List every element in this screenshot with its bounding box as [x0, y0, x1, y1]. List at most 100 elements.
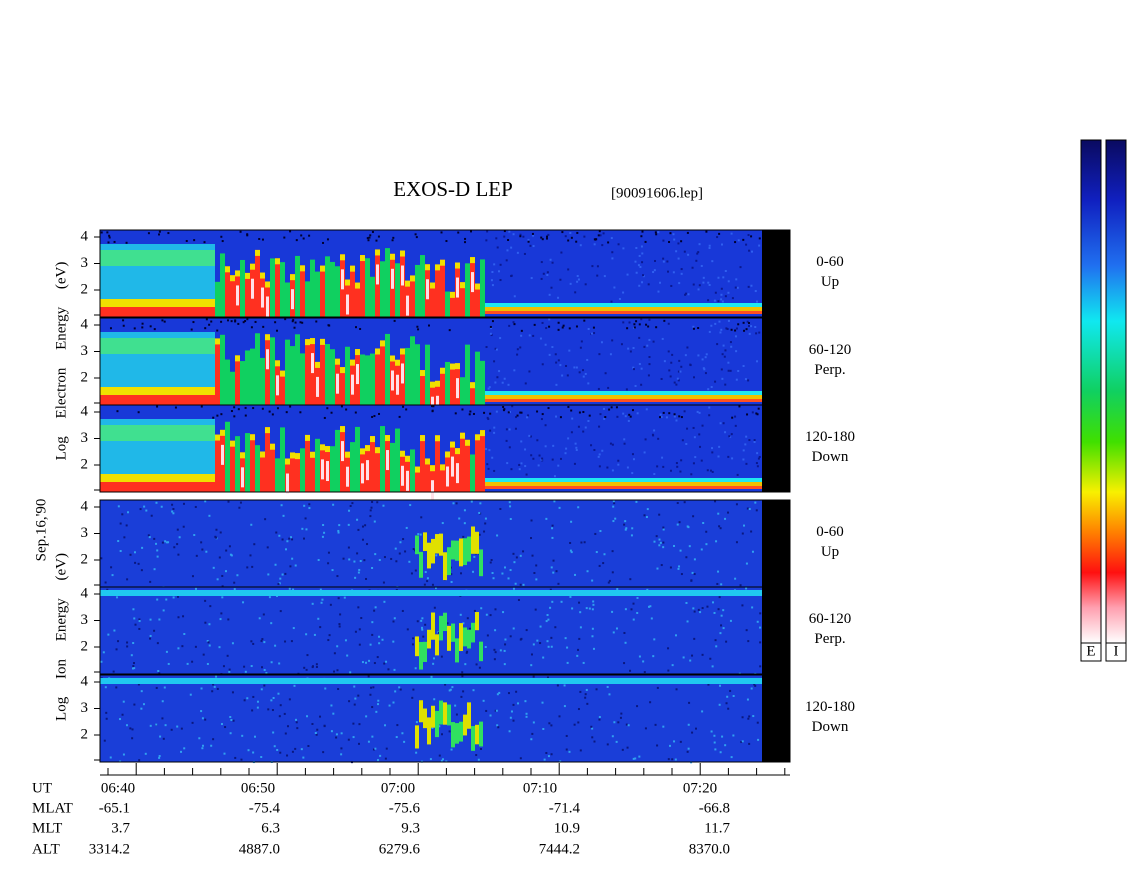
spectrogram-texture	[138, 759, 141, 762]
spectrogram-texture	[306, 715, 309, 718]
spectrogram-texture	[398, 415, 401, 418]
spectrogram-texture	[470, 382, 475, 405]
spectrogram-texture	[628, 413, 631, 416]
spectrogram-texture	[303, 666, 306, 669]
spectrogram-texture	[747, 234, 750, 237]
spectrogram-texture	[626, 327, 629, 330]
spectrogram-texture	[283, 712, 286, 715]
spectrogram-texture	[391, 370, 394, 391]
spectrogram-texture	[444, 683, 447, 686]
spectrogram-texture	[395, 560, 398, 563]
spectrogram-texture	[180, 750, 183, 753]
spectrogram-texture	[132, 665, 135, 668]
spectrogram-texture	[485, 709, 488, 712]
spectrogram-texture	[512, 627, 515, 630]
spectrogram-texture	[757, 457, 760, 460]
panel-frame	[99, 586, 791, 675]
spectrogram-texture	[718, 232, 721, 235]
spectrogram-texture	[350, 442, 355, 492]
spectrogram-texture	[371, 415, 374, 418]
spectrogram-texture	[443, 552, 447, 581]
spectrogram-texture	[278, 582, 281, 585]
spectrogram-texture	[686, 346, 689, 349]
spectrogram-texture	[631, 527, 634, 530]
spectrogram-texture	[746, 698, 749, 701]
spectrogram-texture	[131, 728, 134, 731]
spectrogram-texture	[208, 623, 211, 626]
spectrogram-texture	[667, 350, 670, 353]
spectrogram-texture	[327, 639, 330, 642]
spectrogram-texture	[524, 700, 527, 703]
spectrogram-texture	[686, 525, 689, 528]
spectrogram-texture	[569, 282, 572, 285]
spectrogram-texture	[629, 350, 632, 353]
spectrogram-texture	[369, 693, 372, 696]
spectrogram-texture	[320, 338, 325, 405]
spectrogram-texture	[358, 568, 361, 571]
spectrogram-texture	[231, 642, 234, 645]
spectrogram-texture	[650, 617, 653, 620]
spectrogram-texture	[520, 462, 523, 465]
spectrogram-texture	[680, 573, 683, 576]
spectrogram-texture	[686, 427, 689, 430]
y-tick-label: 2	[81, 456, 89, 472]
spectrogram-texture	[310, 259, 315, 317]
spectrogram-texture	[353, 560, 356, 563]
spectrogram-texture	[106, 231, 109, 234]
spectrogram-texture	[544, 343, 547, 346]
spectrogram-texture	[240, 758, 243, 761]
spectrogram-texture	[191, 660, 194, 663]
spectrogram-texture	[367, 740, 370, 743]
spectrogram-texture	[691, 731, 694, 734]
spectrogram-texture	[156, 598, 159, 601]
spectrogram-texture	[208, 323, 211, 326]
spectrogram-texture	[699, 611, 702, 614]
spectrogram-texture	[126, 641, 129, 644]
spectrogram-texture	[727, 707, 730, 710]
spectrogram-texture	[369, 515, 372, 518]
spectrogram-texture	[702, 281, 705, 284]
spectrogram-texture	[590, 444, 593, 447]
spectrogram-texture	[645, 408, 648, 411]
spectrogram-texture	[426, 577, 429, 580]
spectrogram-texture	[478, 533, 481, 536]
spectrogram-texture	[735, 503, 738, 506]
spectrogram-texture	[652, 655, 655, 658]
spectrogram-texture	[415, 466, 420, 473]
spectrogram-texture	[358, 628, 361, 631]
spectrogram-texture	[100, 231, 103, 234]
spectrogram-texture	[370, 276, 375, 317]
spectrogram-texture	[239, 230, 242, 233]
colorbar-label: E	[1086, 643, 1095, 659]
spectrogram-texture	[382, 581, 385, 584]
date-label: Sep.16,'90	[33, 499, 49, 562]
spectrogram-texture	[149, 325, 152, 328]
spectrogram-texture	[383, 556, 386, 559]
spectrogram-texture	[590, 725, 593, 728]
spectrogram-texture	[466, 617, 469, 620]
spectrogram-texture	[513, 561, 516, 564]
spectrogram-texture	[625, 388, 628, 391]
spectrogram-texture	[636, 412, 639, 415]
spectrogram-texture	[468, 413, 471, 416]
spectrogram-texture	[340, 753, 343, 756]
spectrogram-texture	[591, 608, 594, 611]
spectrogram-texture	[383, 600, 386, 603]
spectrogram-texture	[228, 670, 231, 673]
spectrogram-texture	[732, 695, 735, 698]
spectrogram-texture	[354, 411, 357, 414]
spectrogram-texture	[585, 607, 588, 610]
spectrogram-texture	[584, 696, 587, 699]
spectrogram-texture	[648, 605, 651, 608]
spectrogram-texture	[160, 505, 163, 508]
spectrogram-texture	[261, 407, 264, 410]
spectrogram-texture	[702, 367, 705, 370]
spectrogram-texture	[399, 688, 402, 691]
spectrogram-texture	[616, 588, 619, 591]
spectrogram-texture	[467, 702, 471, 729]
spectrogram-texture	[254, 320, 257, 323]
spectrogram-texture	[615, 740, 618, 743]
spectrogram-texture	[380, 340, 385, 347]
spectrogram-texture	[250, 665, 253, 668]
spectrogram-texture	[742, 238, 745, 241]
